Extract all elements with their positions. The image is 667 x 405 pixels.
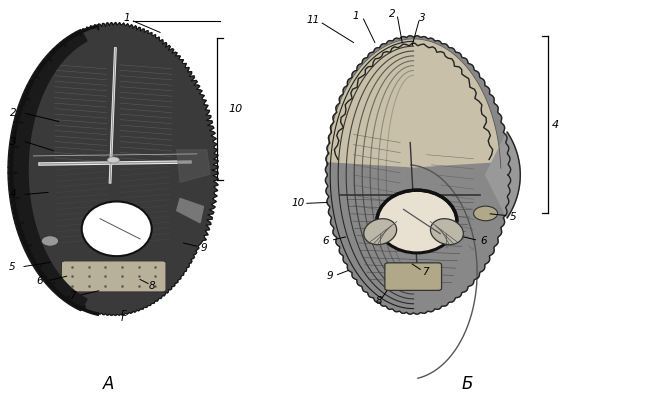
Ellipse shape	[107, 157, 119, 163]
Text: А: А	[103, 375, 115, 393]
Text: 8: 8	[376, 296, 382, 305]
Text: 5: 5	[9, 262, 15, 272]
Text: 10: 10	[228, 104, 242, 114]
Ellipse shape	[377, 190, 457, 253]
Ellipse shape	[430, 219, 464, 245]
Circle shape	[474, 206, 498, 221]
Text: 6: 6	[322, 236, 329, 246]
Text: 3: 3	[10, 137, 17, 147]
Text: 7: 7	[422, 267, 429, 277]
Text: г: г	[121, 313, 126, 323]
Text: 10: 10	[291, 198, 305, 208]
Text: 4: 4	[552, 120, 560, 130]
FancyBboxPatch shape	[385, 263, 442, 290]
Text: 8: 8	[149, 281, 155, 290]
Text: 6: 6	[480, 236, 487, 246]
Polygon shape	[177, 150, 210, 182]
Text: 3: 3	[419, 13, 426, 23]
Ellipse shape	[364, 219, 397, 245]
Text: 1: 1	[352, 11, 359, 21]
Polygon shape	[325, 36, 511, 314]
Polygon shape	[8, 22, 218, 315]
Text: 11: 11	[307, 15, 320, 25]
Polygon shape	[327, 39, 500, 167]
Text: 6: 6	[37, 277, 43, 286]
Text: г: г	[121, 308, 126, 318]
Text: 7: 7	[69, 292, 75, 301]
Circle shape	[41, 236, 59, 246]
Text: 2: 2	[389, 9, 396, 19]
Polygon shape	[8, 30, 87, 311]
Text: Б: Б	[461, 375, 473, 393]
Ellipse shape	[82, 202, 152, 256]
Text: 2: 2	[10, 109, 17, 118]
Text: 1: 1	[123, 13, 130, 23]
Text: 5: 5	[510, 212, 517, 222]
FancyBboxPatch shape	[61, 261, 166, 292]
Text: 9: 9	[200, 243, 207, 253]
Text: 4: 4	[10, 190, 17, 199]
Text: 9: 9	[326, 271, 333, 281]
Polygon shape	[177, 198, 203, 223]
Polygon shape	[486, 132, 520, 218]
